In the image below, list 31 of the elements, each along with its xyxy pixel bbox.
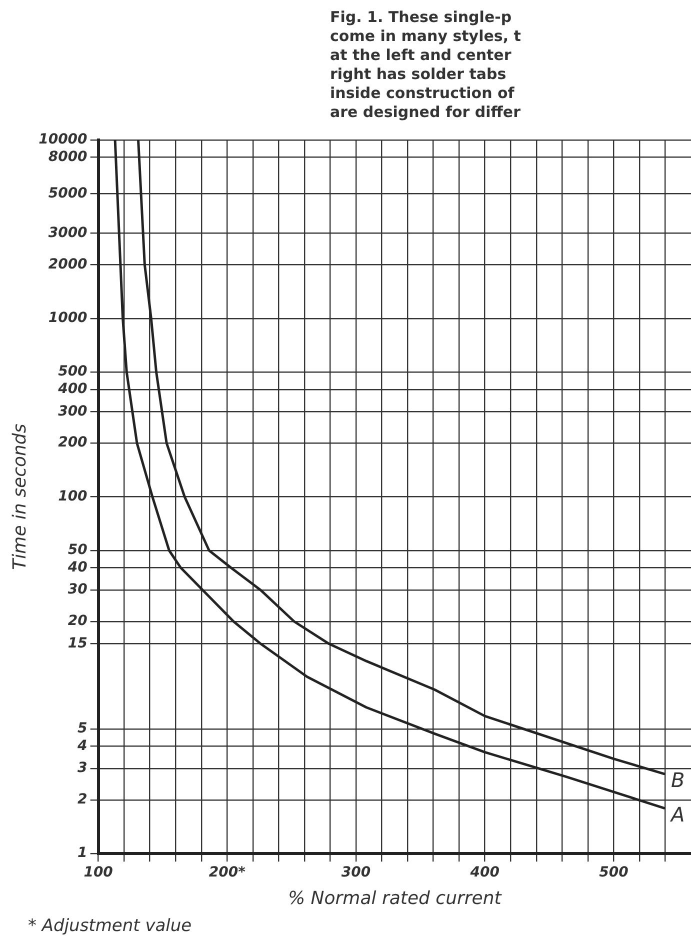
series-label: A [668,802,685,826]
y-tick-label: 1000 [48,310,88,326]
x-tick-label: 200* [208,864,246,881]
y-tick-label: 50 [68,542,88,558]
y-tick-label: 20 [68,613,88,630]
x-axis-title: % Normal rated current [288,888,502,909]
y-tick-label: 40 [66,559,88,576]
x-tick-label: 300 [341,864,371,881]
y-tick-label: 5 [78,720,88,737]
y-tick-label: 3000 [48,224,88,241]
y-tick-label: 8000 [48,148,88,165]
y-axis-title: Time in seconds [9,424,30,570]
y-tick-label: 30 [68,582,88,598]
series-label: B [670,768,685,792]
text: * Adjustment value [28,916,192,936]
y-tick-label: 4 [76,738,88,754]
y-tick-label: 100 [58,488,88,504]
y-tick-label: 5000 [48,185,88,202]
y-tick-label: 15 [68,635,88,652]
y-tick-label: 500 [58,364,88,380]
y-tick-label: 1 [78,845,88,862]
y-tick-label: 10000 [38,132,88,148]
y-tick-label: 2 [78,792,88,808]
x-tick-label: 500 [599,864,629,881]
y-tick-label: 200 [58,434,88,451]
caption: Fig. 1. These single-p come in many styles, t at the left and center right has solder tabs inside construction of are designed for differ [330,8,521,122]
y-tick-label: 2000 [48,256,88,272]
y-tick-label: 3 [78,760,88,776]
y-tick-label: 400 [57,381,88,398]
x-tick-label: 400 [469,864,500,881]
y-tick-label: 300 [58,403,88,420]
